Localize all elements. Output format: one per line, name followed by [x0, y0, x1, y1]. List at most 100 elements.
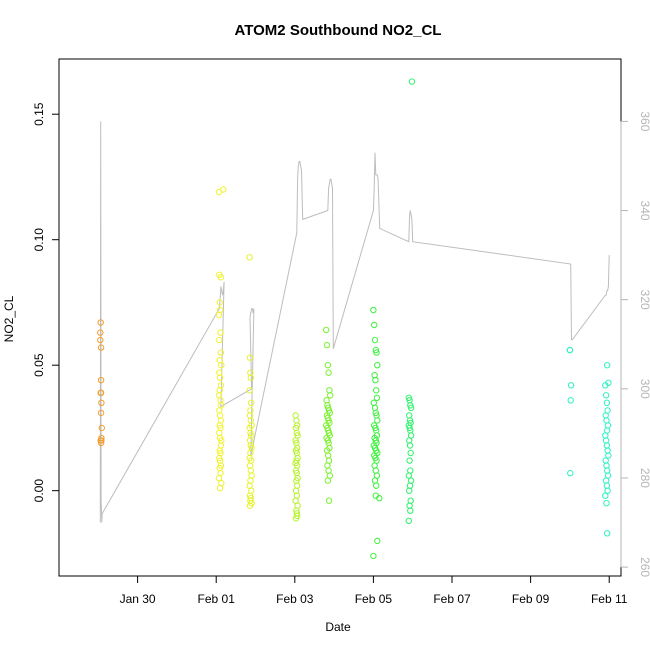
data-point — [216, 429, 223, 437]
secondary-trace-line — [99, 121, 610, 523]
y2-tick-label: 340 — [638, 201, 650, 221]
x-tick-label: Feb 03 — [276, 592, 314, 606]
data-point — [407, 404, 415, 411]
y-tick-label: 0.00 — [32, 479, 46, 503]
data-point — [216, 374, 224, 381]
data-point — [566, 346, 574, 354]
data-point — [327, 392, 334, 399]
point-series — [97, 319, 106, 447]
data-point — [216, 369, 223, 376]
data-point — [324, 362, 331, 369]
data-point — [405, 517, 412, 524]
data-point — [407, 507, 414, 514]
data-point — [216, 299, 223, 306]
data-point — [405, 472, 412, 479]
data-point — [248, 399, 255, 406]
data-point — [602, 432, 609, 439]
data-point — [246, 387, 253, 394]
data-point — [324, 477, 331, 484]
data-point — [246, 462, 254, 469]
data-point — [374, 417, 381, 424]
y-axis-label: NO2_CL — [2, 295, 16, 342]
data-point — [217, 329, 224, 336]
data-point — [604, 422, 612, 429]
data-point — [293, 417, 300, 424]
data-point — [371, 404, 379, 411]
data-point — [602, 382, 609, 389]
data-point — [406, 424, 413, 432]
data-point — [605, 452, 612, 459]
data-point — [374, 537, 381, 545]
y-tick-label: 0.10 — [32, 228, 46, 252]
data-point — [97, 319, 104, 326]
data-point — [370, 552, 377, 560]
data-point — [97, 389, 105, 396]
point-series — [566, 346, 612, 537]
data-point — [373, 482, 380, 489]
data-point — [216, 454, 223, 462]
data-point — [98, 399, 105, 406]
data-point — [293, 429, 300, 437]
data-point — [247, 477, 254, 484]
data-point — [218, 362, 225, 369]
point-series — [323, 326, 334, 504]
data-point — [373, 387, 380, 394]
data-point — [604, 362, 611, 369]
x-tick-label: Jan 30 — [120, 592, 156, 606]
y2-tick-label: 300 — [638, 379, 650, 399]
data-point — [372, 467, 379, 474]
data-point — [371, 372, 378, 379]
x-tick-label: Feb 01 — [198, 592, 236, 606]
data-point — [325, 369, 332, 376]
point-series — [292, 412, 301, 522]
data-point — [246, 254, 253, 261]
y-tick-label: 0.05 — [32, 353, 46, 377]
data-point — [246, 354, 254, 361]
data-point — [373, 349, 380, 356]
point-series — [215, 186, 227, 492]
data-point — [97, 409, 105, 417]
data-point — [407, 477, 415, 484]
points-layer — [97, 78, 612, 560]
data-point — [216, 407, 223, 414]
x-axis: Jan 30 Feb 01 Feb 03 Feb 05 Feb 07 Feb 09 Feb … — [120, 575, 628, 606]
data-point — [408, 78, 416, 85]
data-point — [376, 495, 383, 502]
data-point — [371, 321, 378, 329]
x-axis-label: Date — [325, 620, 351, 634]
point-series — [370, 306, 383, 560]
data-point — [246, 437, 254, 444]
data-point — [407, 449, 414, 457]
data-point — [323, 397, 330, 404]
data-point — [567, 397, 574, 404]
y2-tick-label: 260 — [638, 557, 650, 577]
point-series — [246, 254, 255, 509]
data-point — [371, 336, 379, 344]
data-point — [217, 397, 224, 404]
data-point — [406, 442, 414, 449]
data-point — [374, 362, 381, 369]
data-point — [370, 306, 377, 314]
data-point — [407, 497, 414, 504]
data-point — [246, 502, 254, 509]
data-point — [326, 387, 333, 394]
data-point — [604, 487, 611, 494]
y2-tick-label: 320 — [638, 290, 650, 310]
data-point — [373, 394, 381, 401]
y2-axis: 260 280 300 320 340 360 — [620, 111, 650, 577]
data-point — [567, 382, 575, 389]
data-point — [292, 412, 299, 419]
data-point — [602, 412, 609, 419]
data-point — [247, 374, 255, 381]
y2-tick-label: 280 — [638, 468, 650, 488]
data-point — [215, 474, 223, 482]
point-series — [405, 78, 416, 524]
data-point — [97, 437, 104, 444]
x-tick-label: Feb 07 — [433, 592, 471, 606]
data-point — [602, 477, 610, 484]
x-tick-label: Feb 09 — [512, 592, 550, 606]
data-point — [216, 485, 224, 492]
data-point — [247, 429, 254, 437]
data-point — [247, 467, 255, 474]
data-point — [323, 326, 330, 334]
